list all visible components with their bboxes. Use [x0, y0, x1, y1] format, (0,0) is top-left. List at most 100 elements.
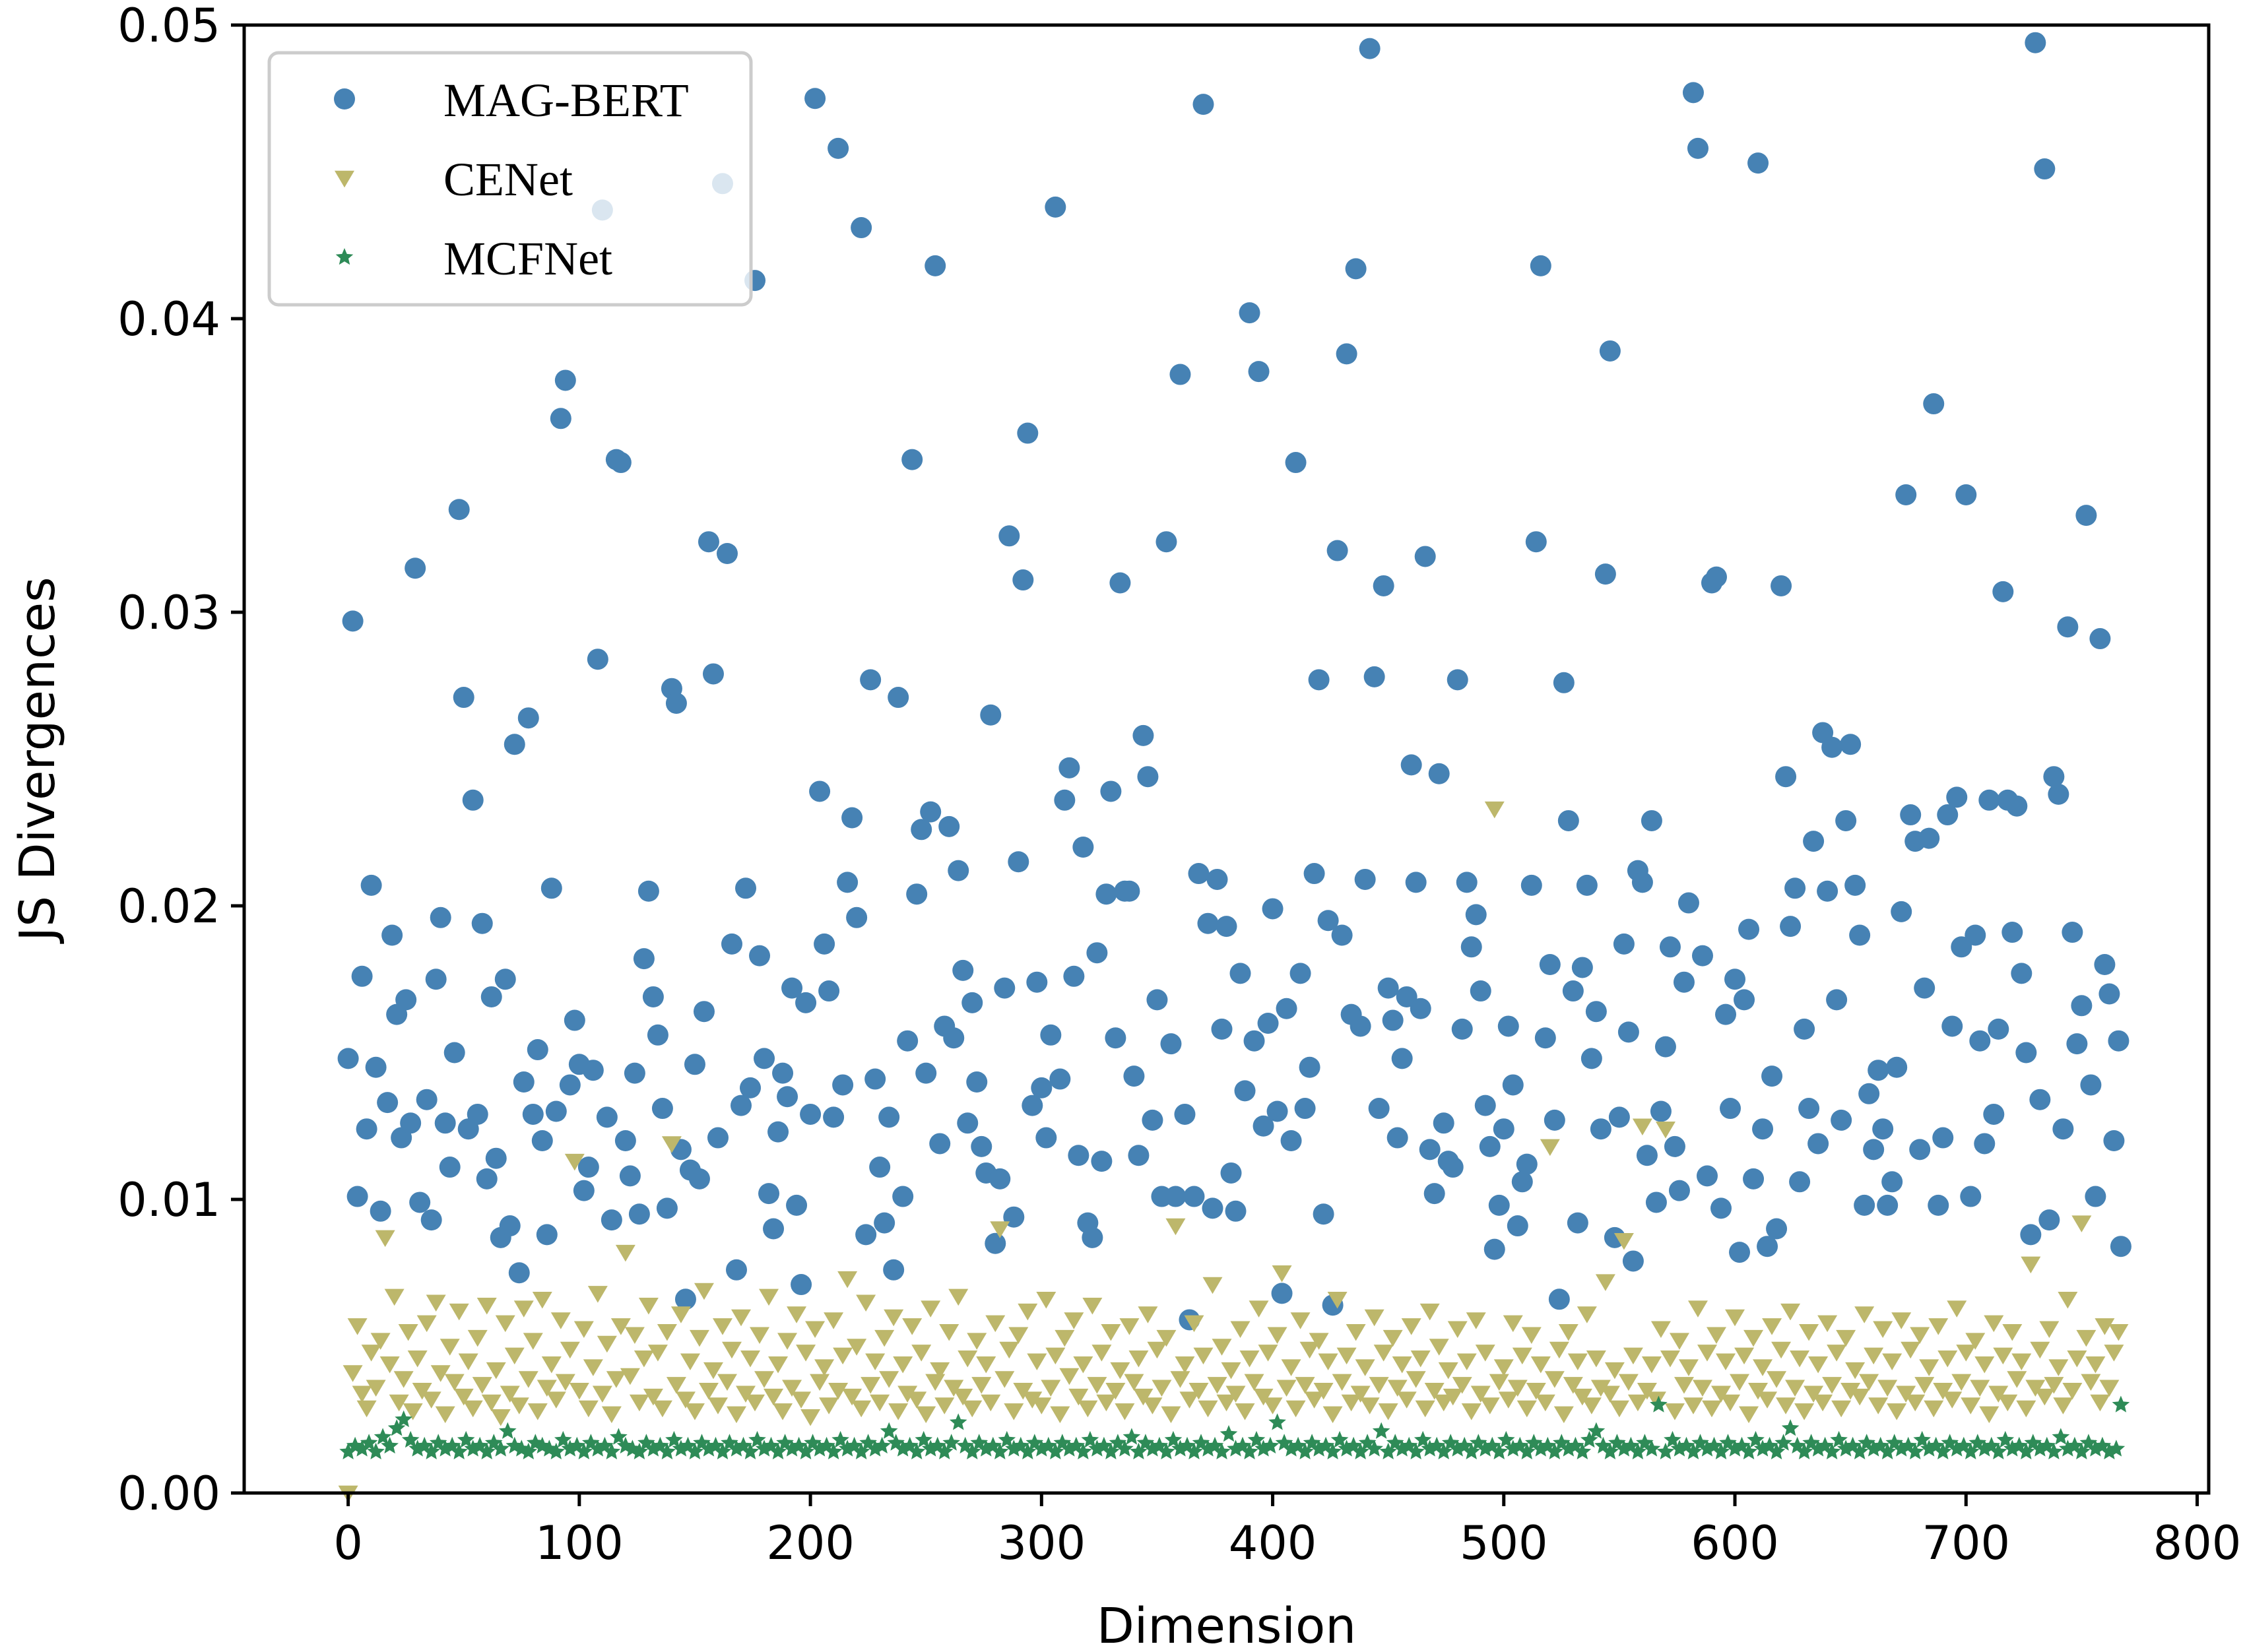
data-point-cenet: [592, 1385, 612, 1403]
data-point-cenet: [1018, 1303, 1038, 1321]
data-point-mag-bert: [1539, 954, 1561, 975]
data-point-cenet: [597, 1335, 617, 1353]
data-point-cenet: [1720, 1394, 1741, 1412]
data-point-cenet: [814, 1359, 835, 1376]
data-point-cenet: [1198, 1400, 1218, 1418]
data-point-mag-bert: [1202, 1197, 1223, 1219]
data-point-mag-bert: [684, 1054, 705, 1075]
data-point-mag-bert: [1192, 94, 1214, 115]
data-point-cenet: [601, 1406, 622, 1424]
data-point-cenet: [583, 1359, 603, 1376]
data-point-mag-bert: [577, 1157, 599, 1178]
data-point-cenet: [1697, 1345, 1717, 1362]
data-point-mag-bert: [610, 452, 632, 474]
data-point-mcfnet: [1545, 1442, 1564, 1459]
data-point-cenet: [426, 1294, 446, 1312]
data-point-mag-bert: [1900, 804, 1922, 826]
data-point-cenet: [1887, 1403, 1907, 1420]
data-point-mcfnet: [1990, 1442, 2007, 1459]
x-tick-label: 0: [333, 1516, 363, 1570]
data-point-mag-bert: [1988, 1018, 2009, 1040]
data-point-cenet: [721, 1341, 742, 1359]
data-point-mag-bert: [1794, 1018, 1815, 1040]
data-point-mag-bert: [2080, 1074, 2102, 1096]
data-point-mag-bert: [1738, 918, 1760, 940]
data-point-cenet: [435, 1406, 455, 1424]
data-point-mcfnet: [1033, 1440, 1051, 1457]
data-point-mcfnet: [1601, 1442, 1619, 1459]
data-point-mcfnet: [499, 1422, 517, 1439]
data-point-mag-bert: [1216, 916, 1237, 937]
data-point-mag-bert: [1687, 137, 1708, 159]
data-point-mcfnet: [1747, 1430, 1765, 1448]
data-point-cenet: [1924, 1400, 1944, 1418]
data-point-mcfnet: [1615, 1440, 1633, 1457]
data-point-mag-bert: [1377, 977, 1399, 999]
data-point-mag-bert: [1613, 933, 1635, 955]
data-point-cenet: [824, 1312, 844, 1329]
data-point-cenet: [1581, 1397, 1602, 1414]
data-point-cenet: [1771, 1341, 1792, 1359]
data-point-cenet: [884, 1309, 904, 1327]
data-point-cenet: [1637, 1383, 1657, 1400]
data-point-mag-bert: [1951, 936, 1972, 958]
data-point-mag-bert: [929, 1133, 951, 1155]
data-point-cenet: [1762, 1318, 1782, 1335]
data-point-cenet: [366, 1380, 386, 1397]
data-point-mag-bert: [1530, 255, 1551, 276]
data-point-mag-bert: [1784, 877, 1806, 899]
data-point-mcfnet: [2045, 1442, 2063, 1459]
data-point-mag-bert: [1017, 422, 1039, 444]
data-point-mag-bert: [2085, 1186, 2106, 1207]
data-point-mag-bert: [1026, 971, 1048, 993]
data-point-cenet: [1276, 1380, 1297, 1397]
data-point-mag-bert: [448, 499, 470, 521]
data-point-cenet: [2016, 1400, 2036, 1418]
data-point-cenet: [481, 1394, 502, 1412]
data-point-cenet: [1082, 1297, 1103, 1315]
data-point-mag-bert: [2075, 505, 2097, 526]
data-point-mag-bert: [804, 88, 826, 110]
data-point-mag-bert: [735, 877, 757, 899]
data-point-mag-bert: [1622, 1250, 1644, 1272]
data-point-cenet: [1138, 1306, 1158, 1323]
data-point-cenet: [833, 1347, 853, 1365]
data-point-mcfnet: [1830, 1430, 1848, 1448]
data-point-mcfnet: [1476, 1440, 1495, 1457]
data-point-mag-bert: [721, 933, 742, 955]
data-point-cenet: [347, 1318, 368, 1335]
data-point-mcfnet: [852, 1442, 870, 1459]
data-point-cenet: [1493, 1359, 1514, 1376]
data-point-cenet: [1984, 1315, 2004, 1333]
data-point-cenet: [1369, 1377, 1389, 1394]
data-point-mcfnet: [991, 1442, 1009, 1459]
data-point-mcfnet: [1767, 1442, 1786, 1459]
data-point-cenet: [1951, 1374, 1972, 1391]
data-point-mag-bert: [351, 965, 373, 987]
data-point-cenet: [403, 1403, 423, 1420]
data-point-mag-bert: [587, 649, 608, 670]
data-point-cenet: [870, 1394, 890, 1412]
data-point-cenet: [689, 1329, 709, 1347]
data-point-mcfnet: [2031, 1440, 2049, 1457]
data-point-cenet: [1725, 1309, 1745, 1327]
data-point-mcfnet: [1684, 1442, 1703, 1459]
data-point-mcfnet: [2017, 1442, 2035, 1459]
data-point-cenet: [861, 1377, 881, 1394]
data-point-mag-bert: [2034, 158, 2056, 180]
data-point-mag-bert: [1345, 258, 1367, 280]
data-point-mcfnet: [1580, 1430, 1598, 1448]
data-point-mag-bert: [1165, 1186, 1187, 1207]
data-point-mag-bert: [508, 1262, 530, 1284]
data-point-cenet: [819, 1397, 839, 1414]
data-point-mcfnet: [1310, 1440, 1328, 1457]
legend-marker-cenet: [335, 170, 354, 188]
data-point-mcfnet: [1920, 1440, 1938, 1457]
data-point-cenet: [1850, 1388, 1870, 1406]
data-point-cenet: [509, 1397, 529, 1414]
data-point-mag-bert: [1682, 82, 1704, 104]
data-point-cenet: [1836, 1329, 1856, 1347]
data-point-cenet: [948, 1288, 969, 1306]
data-point-mcfnet: [665, 1430, 683, 1448]
data-point-mag-bert: [2089, 628, 2111, 650]
